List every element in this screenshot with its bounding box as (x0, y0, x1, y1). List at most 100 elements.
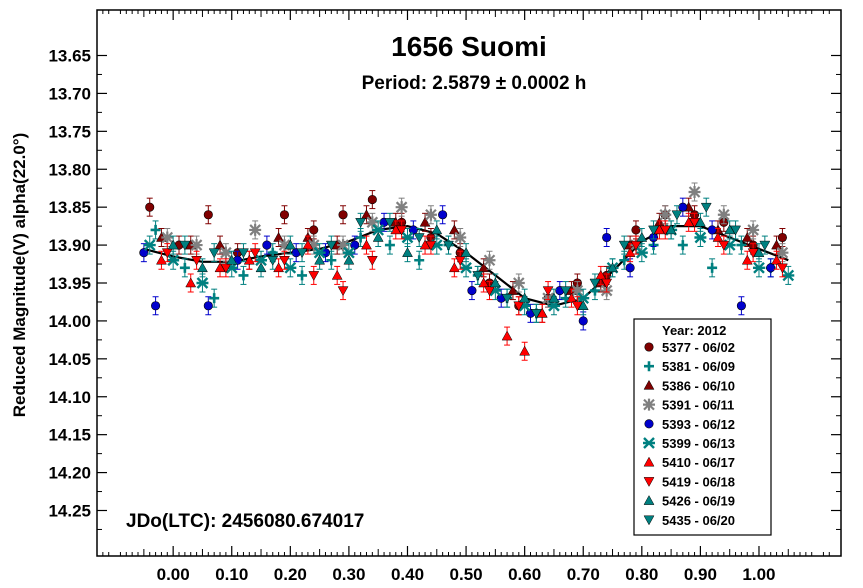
data-point (413, 233, 425, 244)
data-point (214, 239, 226, 250)
x-tick-label: 0.50 (450, 565, 483, 584)
y-axis-label: Reduced Magnitude(V) alpha(22.0°) (10, 133, 29, 418)
data-point (753, 247, 765, 257)
data-point (196, 277, 209, 289)
data-point (238, 270, 249, 281)
data-point (689, 218, 700, 228)
y-tick-label: 14.10 (48, 388, 91, 407)
legend-box (633, 318, 772, 536)
data-point (519, 292, 531, 303)
legend-entry: 5391 - 06/11 (662, 398, 734, 413)
data-point (372, 231, 384, 242)
data-point (273, 262, 285, 273)
legend-marker (643, 379, 655, 390)
legend-marker (643, 515, 655, 526)
data-point (724, 224, 736, 235)
data-point (361, 209, 372, 219)
data-point (694, 216, 706, 227)
y-axis: 13.65 13.70 13.75 13.80 13.85 13.90 13.95 14.00… (48, 47, 841, 530)
data-point (267, 256, 279, 266)
series-5 (143, 220, 795, 316)
data-point (571, 301, 583, 312)
data-point (284, 239, 296, 250)
data-point (139, 248, 149, 258)
data-point (296, 248, 308, 259)
data-point (366, 216, 379, 229)
legend-entry: 5435 - 06/20 (662, 513, 735, 528)
legend-entry: 5381 - 06/09 (662, 359, 735, 374)
data-point (314, 254, 326, 265)
data-point (343, 254, 355, 265)
series-3 (161, 182, 789, 308)
data-point (512, 277, 525, 289)
data-point (483, 254, 496, 267)
data-point (367, 195, 377, 205)
data-point (355, 218, 367, 228)
data-point (460, 261, 473, 274)
series-9 (179, 197, 771, 323)
series-4 (139, 197, 776, 331)
legend-marker (643, 495, 655, 505)
data-point (278, 239, 291, 252)
data-point (736, 240, 747, 251)
data-point (262, 240, 272, 250)
data-point (396, 225, 408, 236)
data-point (179, 240, 191, 251)
data-point (718, 240, 730, 251)
data-point (671, 210, 683, 221)
data-point (478, 262, 490, 273)
data-point (536, 307, 548, 318)
data-point (484, 286, 495, 297)
data-point (361, 239, 372, 250)
data-point (777, 232, 787, 243)
x-tick-label: 0.90 (684, 565, 717, 584)
data-point (560, 286, 572, 297)
x-tick-label: 0.60 (508, 565, 541, 584)
legend-marker (643, 456, 655, 467)
data-point (151, 301, 161, 311)
data-point (648, 225, 659, 236)
data-point (226, 254, 238, 265)
data-point (255, 262, 267, 273)
jd-annotation: JDo(LTC): 2456080.674017 (126, 511, 364, 532)
data-point (665, 224, 677, 235)
data-point (384, 218, 396, 228)
data-point (438, 210, 448, 220)
data-point (678, 202, 688, 212)
data-point (776, 246, 789, 259)
legend-marker (644, 419, 654, 429)
x-tick-label: 0.70 (567, 565, 600, 584)
data-point (759, 240, 771, 251)
data-point (619, 255, 630, 266)
data-point (384, 240, 395, 251)
data-point (460, 247, 472, 257)
data-point (425, 240, 437, 251)
data-point (249, 248, 261, 259)
data-point (595, 269, 607, 280)
y-tick-label: 14.25 (48, 502, 91, 521)
data-points (139, 182, 795, 361)
data-point (782, 269, 795, 282)
data-point (167, 254, 180, 267)
data-point (601, 278, 613, 289)
x-tick-label: 0.10 (215, 565, 248, 584)
x-axis: 0.00 0.10 0.20 0.30 0.40 0.50 0.60 0.70 0.80 0.90… (102, 10, 830, 584)
legend-entry: 5386 - 06/10 (662, 378, 735, 393)
data-point (489, 277, 501, 288)
data-point (472, 271, 484, 281)
data-point (337, 239, 350, 252)
x-tick-label: 1.00 (742, 565, 775, 584)
data-point (717, 208, 730, 221)
data-point (279, 210, 290, 220)
data-point (566, 292, 577, 303)
data-point (589, 278, 601, 289)
x-tick-label: 0.20 (274, 565, 307, 584)
data-point (694, 231, 707, 244)
legend-entry: 5410 - 06/17 (662, 455, 735, 470)
data-point (501, 330, 513, 341)
legend-entry: 5426 - 06/19 (662, 494, 735, 509)
data-point (309, 225, 319, 235)
data-point (203, 210, 213, 220)
data-point (443, 240, 454, 251)
